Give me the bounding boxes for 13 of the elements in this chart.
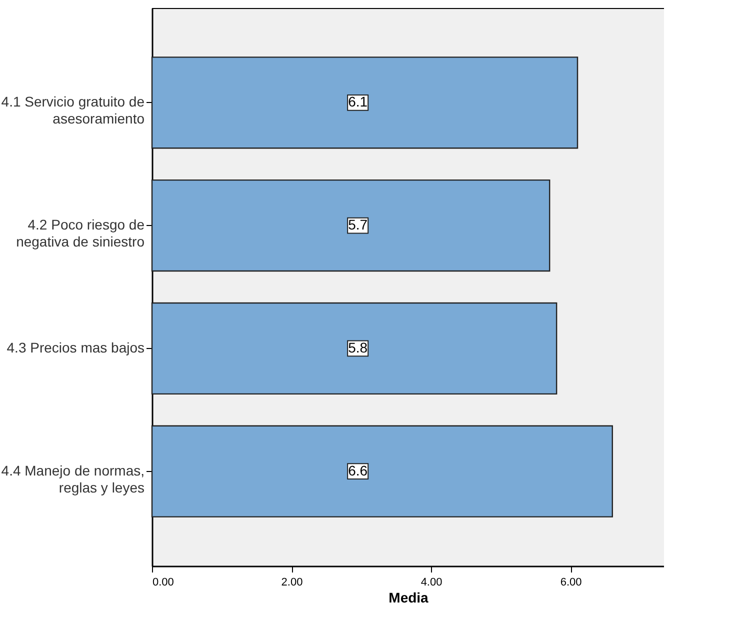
- x-tick-label: 2.00: [281, 576, 303, 588]
- data-label: 5.8: [348, 339, 368, 356]
- y-tick-label: 4.2 Poco riesgo de negativa de siniestro: [16, 216, 145, 250]
- data-label: 5.7: [348, 216, 368, 233]
- data-label: 6.1: [348, 94, 368, 110]
- y-tick-label: 4.3 Precios mas bajos: [6, 339, 144, 356]
- y-tick-label: 4.1 Servicio gratuito de asesoramiento: [1, 94, 145, 127]
- y-tick-label: 4.4 Manejo de normas, reglas y leyes: [1, 462, 144, 496]
- x-axis-title: Media: [388, 590, 429, 606]
- x-tick-label: 6.00: [560, 576, 582, 588]
- data-label: 6.6: [348, 462, 368, 478]
- x-tick-label: 4.00: [420, 576, 442, 588]
- x-tick-label: 0.00: [152, 576, 174, 588]
